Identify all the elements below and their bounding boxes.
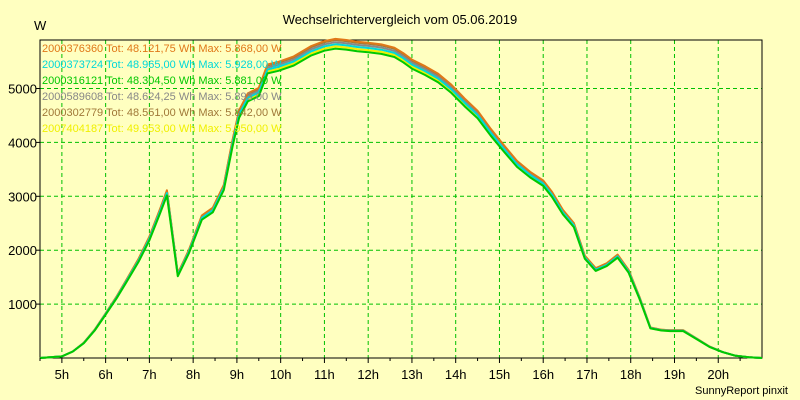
x-tick-label: 16h xyxy=(532,367,554,382)
legend-entry: 2000316121 Tot: 48.304,50 Wh Max: 5.881,… xyxy=(42,75,282,87)
x-tick-label: 18h xyxy=(620,367,642,382)
legend-entry: 2000376360 Tot: 48.121,75 Wh Max: 5.868,… xyxy=(42,43,282,55)
footer-credit: SunnyReport pinxit xyxy=(695,385,788,397)
x-tick-label: 10h xyxy=(270,367,292,382)
y-axis-unit-label: W xyxy=(34,18,47,33)
legend-entry: 2007404187 Tot: 49.953,00 Wh Max: 5.950,… xyxy=(42,123,282,135)
x-tick-label: 6h xyxy=(98,367,112,382)
x-tick-label: 17h xyxy=(576,367,598,382)
legend-entry: 2000373724 Tot: 48.965,00 Wh Max: 5.928,… xyxy=(42,59,282,71)
x-tick-label: 19h xyxy=(664,367,686,382)
legend-entry: 2000302779 Tot: 48.551,00 Wh Max: 5.842,… xyxy=(42,107,282,119)
x-tick-label: 8h xyxy=(186,367,200,382)
x-tick-label: 7h xyxy=(142,367,156,382)
y-tick-label: 3000 xyxy=(8,189,37,204)
plot-border xyxy=(39,39,763,359)
x-tick-label: 9h xyxy=(230,367,244,382)
y-tick-label: 4000 xyxy=(8,135,37,150)
series-lines xyxy=(39,37,763,359)
x-tick-label: 12h xyxy=(357,367,379,382)
x-tick-label: 15h xyxy=(489,367,511,382)
legend: 2000376360 Tot: 48.121,75 Wh Max: 5.868,… xyxy=(42,43,282,135)
x-tick-label: 11h xyxy=(314,367,335,382)
x-tick-label: 5h xyxy=(55,367,69,382)
axis-ticks: 5h 6h 7h 8h 9h 10h 11h 12h 13h 14h 15h 16h 17h 18h 19h… xyxy=(8,82,741,382)
plot-frame xyxy=(39,39,763,359)
legend-entry: 2000589608 Tot: 48.624,25 Wh Max: 5.893,… xyxy=(42,91,282,103)
x-tick-label: 13h xyxy=(401,367,423,382)
series-line xyxy=(39,47,763,359)
chart-title: Wechselrichtervergleich vom 05.06.2019 xyxy=(283,12,518,27)
y-tick-label: 1000 xyxy=(8,297,37,312)
x-tick-label: 14h xyxy=(445,367,467,382)
y-tick-label: 2000 xyxy=(8,243,37,258)
x-tick-label: 20h xyxy=(707,367,729,382)
y-tick-label: 5000 xyxy=(8,82,37,97)
